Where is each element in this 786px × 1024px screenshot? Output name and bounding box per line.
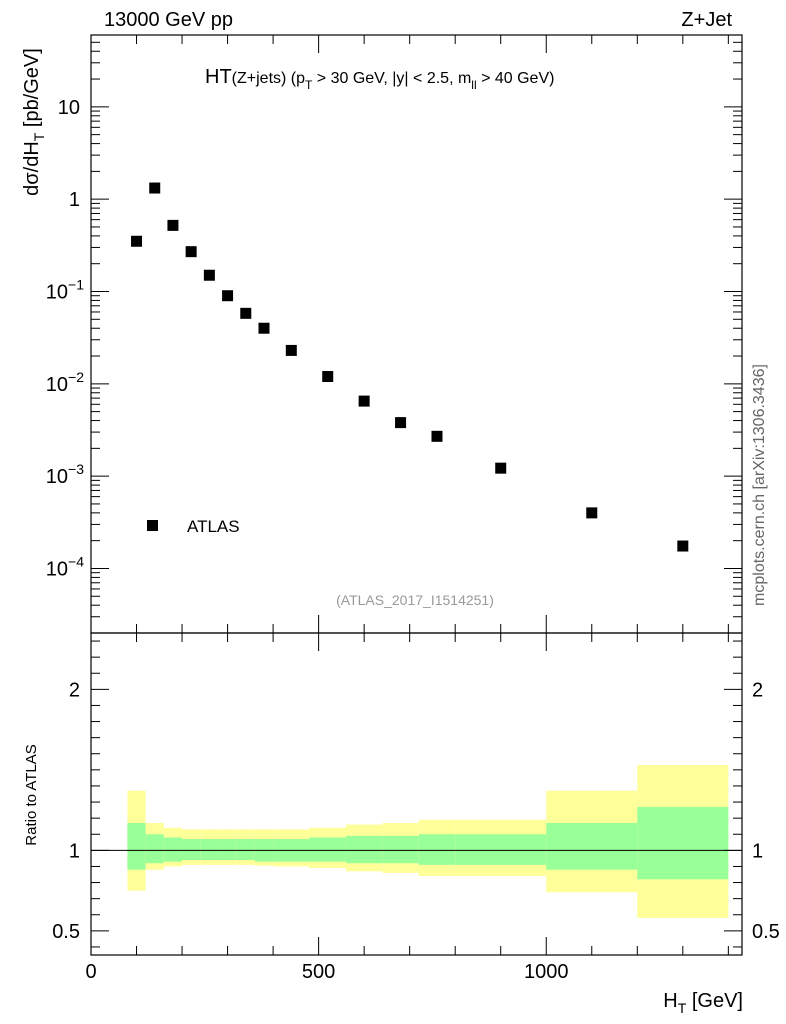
y-tick-label: 10−3 xyxy=(46,461,84,488)
title-mass-cut: > 40 GeV) xyxy=(477,70,555,87)
inner-band xyxy=(345,835,383,864)
inner-band xyxy=(145,834,164,864)
inner-band xyxy=(382,835,419,864)
data-point xyxy=(495,462,507,474)
ylabel-unit: [pb/GeV] xyxy=(21,48,43,133)
inner-band xyxy=(309,837,346,862)
data-point xyxy=(185,246,197,258)
xlabel-unit: [GeV] xyxy=(686,990,743,1012)
y-tick-label: 1 xyxy=(69,189,80,211)
inner-band xyxy=(200,839,219,861)
data-point xyxy=(240,307,252,319)
y-tick-label: 10 xyxy=(58,97,80,119)
xlabel-main: H xyxy=(663,990,677,1012)
ratio-tick-label: 1 xyxy=(69,840,80,862)
x-tick-label: 0 xyxy=(85,961,96,983)
title-cuts: > 30 GeV, |y| < 2.5, m xyxy=(312,70,471,87)
x-tick-label: 1000 xyxy=(524,961,569,983)
y-tick-label: 10−1 xyxy=(46,276,84,303)
x-tick-label: 500 xyxy=(302,961,335,983)
y-tick-label: 10−2 xyxy=(46,369,84,396)
plot-title: HT(Z+jets) (pT > 30 GeV, |y| < 2.5, mll … xyxy=(205,66,554,92)
legend-marker xyxy=(147,520,158,531)
inner-band xyxy=(546,822,638,870)
title-sub-t: T xyxy=(305,78,313,92)
data-point xyxy=(149,182,161,194)
ratio-y-axis-label: Ratio to ATLAS xyxy=(23,744,40,845)
data-points-layer xyxy=(131,182,689,552)
data-point xyxy=(167,219,179,231)
data-point xyxy=(222,290,234,302)
inner-band xyxy=(127,822,146,870)
main-plot-frame xyxy=(90,34,743,634)
data-point xyxy=(395,417,407,429)
process-label: Z+Jet xyxy=(681,9,732,31)
energy-label: 13000 GeV pp xyxy=(104,9,233,31)
data-point xyxy=(586,507,598,519)
inner-band xyxy=(218,839,237,861)
data-point xyxy=(677,540,689,552)
ratio-axis-ticks: 0 500 1000 0.5 0.5 1 1 2 2 xyxy=(52,633,780,983)
xlabel-sub: T xyxy=(678,1000,687,1016)
ratio-tick-label-right: 0.5 xyxy=(752,921,780,943)
uncertainty-bands xyxy=(127,765,729,918)
x-axis-label: HT [GeV] xyxy=(663,990,743,1016)
data-point xyxy=(431,430,443,442)
ratio-tick-label-right: 2 xyxy=(752,679,763,701)
inner-band xyxy=(236,839,255,861)
inner-band xyxy=(418,834,456,865)
main-y-axis-label: dσ/dHT [pb/GeV] xyxy=(21,48,47,196)
data-point xyxy=(203,269,215,281)
inner-band xyxy=(163,837,183,862)
data-point xyxy=(358,395,370,407)
ylabel-main: dσ/dH xyxy=(21,141,43,196)
data-point xyxy=(131,235,143,247)
inner-band xyxy=(637,806,729,880)
ratio-plot-frame xyxy=(90,632,743,956)
ratio-tick-label-right: 1 xyxy=(752,840,763,862)
analysis-label: (ATLAS_2017_I1514251) xyxy=(336,592,494,608)
title-sub-ll: ll xyxy=(471,78,476,92)
ratio-tick-label: 2 xyxy=(69,679,80,701)
ratio-tick-label: 0.5 xyxy=(52,921,80,943)
inner-band xyxy=(455,834,547,865)
legend-label: ATLAS xyxy=(187,517,240,536)
data-point xyxy=(258,322,270,334)
y-tick-label: 10−4 xyxy=(46,553,84,580)
ylabel-sub: T xyxy=(31,132,47,141)
data-point xyxy=(322,371,334,383)
ratio-panel: 0 500 1000 0.5 0.5 1 1 2 2 Ratio to ATLAS HT [Ge… xyxy=(23,632,780,1016)
inner-band xyxy=(182,839,201,861)
source-watermark: mcplots.cern.ch [arXiv:1306.3436] xyxy=(751,364,768,606)
title-sub: (Z+jets) (p xyxy=(232,70,305,87)
title-main: HT xyxy=(205,66,232,88)
data-point xyxy=(285,344,297,356)
top-axis-ticks: 10−4 10−3 10−2 10−1 1 10 xyxy=(46,34,742,634)
